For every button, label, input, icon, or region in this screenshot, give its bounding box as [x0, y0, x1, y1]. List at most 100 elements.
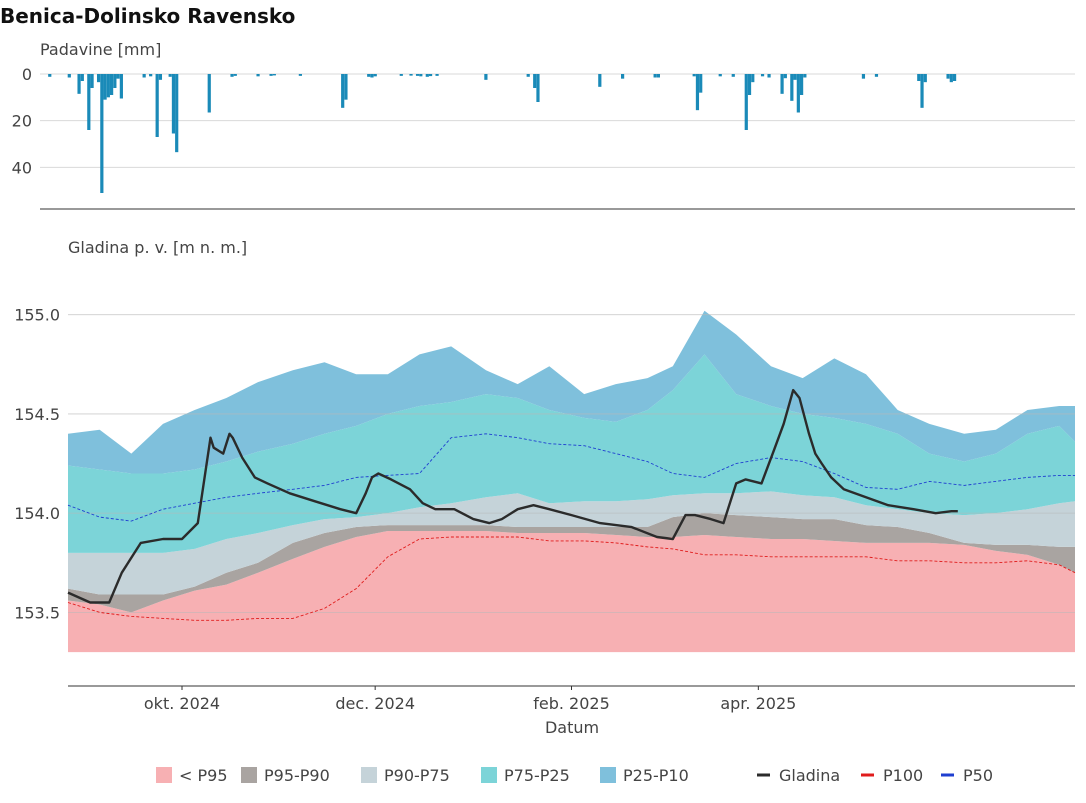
- legend-item: Gladina: [757, 766, 840, 785]
- precipitation-bar: [767, 74, 771, 78]
- precipitation-bar: [367, 74, 371, 77]
- precipitation-bar: [106, 74, 110, 98]
- precipitation-bar: [435, 74, 439, 76]
- legend-label: P100: [883, 766, 923, 785]
- precipitation-bar: [142, 74, 146, 78]
- precipitation-bar: [803, 74, 807, 78]
- series-line-p50: [67, 433, 1075, 522]
- precipitation-bar: [656, 74, 660, 78]
- precipitation-bar: [269, 74, 273, 76]
- precipitation-bar: [783, 74, 787, 79]
- precipitation-bar: [158, 74, 163, 80]
- legend-swatch: [481, 767, 497, 783]
- precipitation-bar: [67, 74, 71, 78]
- precipitation-bar: [87, 74, 91, 130]
- level-y-tick-label: 153.5: [14, 603, 60, 622]
- legend-item: < P95: [156, 766, 228, 785]
- precipitation-bar: [373, 74, 377, 77]
- precipitation-bar: [80, 74, 84, 81]
- precipitation-bar: [699, 74, 703, 93]
- precipitation-bar: [428, 74, 433, 77]
- precipitation-bar: [620, 74, 625, 79]
- chart-title: Benica-Dolinsko Ravensko: [0, 4, 295, 28]
- precipitation-bar: [171, 74, 176, 134]
- precipitation-bar: [861, 74, 866, 79]
- precipitation-bar: [399, 74, 403, 76]
- precipitation-bar: [233, 74, 237, 76]
- precipitation-y-tick-label: 0: [22, 65, 32, 84]
- series-line-p100: [67, 536, 1076, 621]
- precipitation-bar: [96, 74, 101, 83]
- precipitation-bar: [90, 74, 94, 88]
- legend-label: P25-P10: [623, 766, 689, 785]
- band-p95: [68, 531, 1075, 653]
- precipitation-y-tick-label: 40: [12, 158, 32, 177]
- precipitation-bar: [760, 74, 765, 77]
- legend-swatch: [361, 767, 377, 783]
- legend-label: P75-P25: [504, 766, 570, 785]
- precipitation-bar: [598, 74, 602, 87]
- precipitation-bar: [653, 74, 657, 78]
- precipitation-bar: [793, 74, 797, 80]
- precipitation-bar: [48, 74, 52, 77]
- legend-swatch: [600, 767, 616, 783]
- precipitation-bar: [149, 74, 153, 77]
- precipitation-bar: [946, 74, 950, 79]
- precipitation-bar: [110, 74, 114, 95]
- precipitation-bar: [920, 74, 924, 108]
- precipitation-bar: [155, 74, 159, 137]
- level-x-axis-label: Datum: [545, 718, 599, 737]
- precipitation-bar: [113, 74, 117, 88]
- legend-swatch: [156, 767, 172, 783]
- level-x-tick-label: apr. 2025: [720, 694, 796, 713]
- precipitation-bar: [409, 74, 413, 76]
- precipitation-bar: [272, 74, 276, 76]
- precipitation-bar: [370, 74, 374, 78]
- precipitation-bar: [790, 74, 794, 101]
- precipitation-panel: Padavine [mm] 0 20 40: [12, 40, 1075, 210]
- precipitation-bar: [526, 74, 530, 77]
- precipitation-bar: [923, 74, 927, 83]
- legend-label: < P95: [179, 766, 228, 785]
- band-p90-p75: [68, 491, 1075, 595]
- precipitation-bar: [298, 74, 302, 76]
- level-y-tick-label: 154.0: [14, 504, 60, 523]
- legend-label: P50: [963, 766, 993, 785]
- precipitation-bar: [744, 74, 748, 130]
- legend-item: P75-P25: [481, 766, 570, 785]
- band-p25-p10: [68, 310, 1075, 474]
- legend-label: Gladina: [779, 766, 840, 785]
- precipitation-bar: [796, 74, 800, 113]
- precipitation-bar: [695, 74, 700, 111]
- level-x-tick-label: okt. 2024: [144, 694, 220, 713]
- legend-label: P90-P75: [384, 766, 450, 785]
- precipitation-bar: [952, 74, 957, 81]
- precipitation-bar: [425, 74, 429, 77]
- precipitation-bar: [751, 74, 755, 83]
- precipitation-y-axis-label: Padavine [mm]: [40, 40, 161, 59]
- level-x-tick-label: dec. 2024: [335, 694, 415, 713]
- legend-item: P90-P75: [361, 766, 450, 785]
- precipitation-bar: [119, 74, 123, 99]
- precipitation-bar: [949, 74, 953, 83]
- precipitation-bar: [536, 74, 540, 102]
- legend-item: P95-P90: [241, 766, 330, 785]
- precipitation-bar: [415, 74, 420, 76]
- precipitation-bar: [341, 74, 345, 108]
- precipitation-bar: [256, 74, 260, 77]
- precipitation-bar: [116, 74, 120, 79]
- precipitation-bar: [168, 74, 172, 77]
- precipitation-bar: [175, 74, 179, 153]
- precipitation-bar: [103, 74, 107, 100]
- precipitation-bar: [874, 74, 879, 77]
- precipitation-bar: [344, 74, 348, 100]
- precipitation-bar: [533, 74, 537, 88]
- precipitation-bar: [692, 74, 696, 77]
- level-x-tick-label: feb. 2025: [533, 694, 610, 713]
- groundwater-level-panel: Gladina p. v. [m n. m.] 153.5 154.0 154.5 1…: [14, 238, 1076, 737]
- legend-swatch: [241, 767, 257, 783]
- legend: < P95 P95-P90 P90-P75 P75-P25 P25-P10 Gladina…: [156, 766, 993, 785]
- precipitation-bar: [419, 74, 423, 77]
- precipitation-bar: [77, 74, 81, 94]
